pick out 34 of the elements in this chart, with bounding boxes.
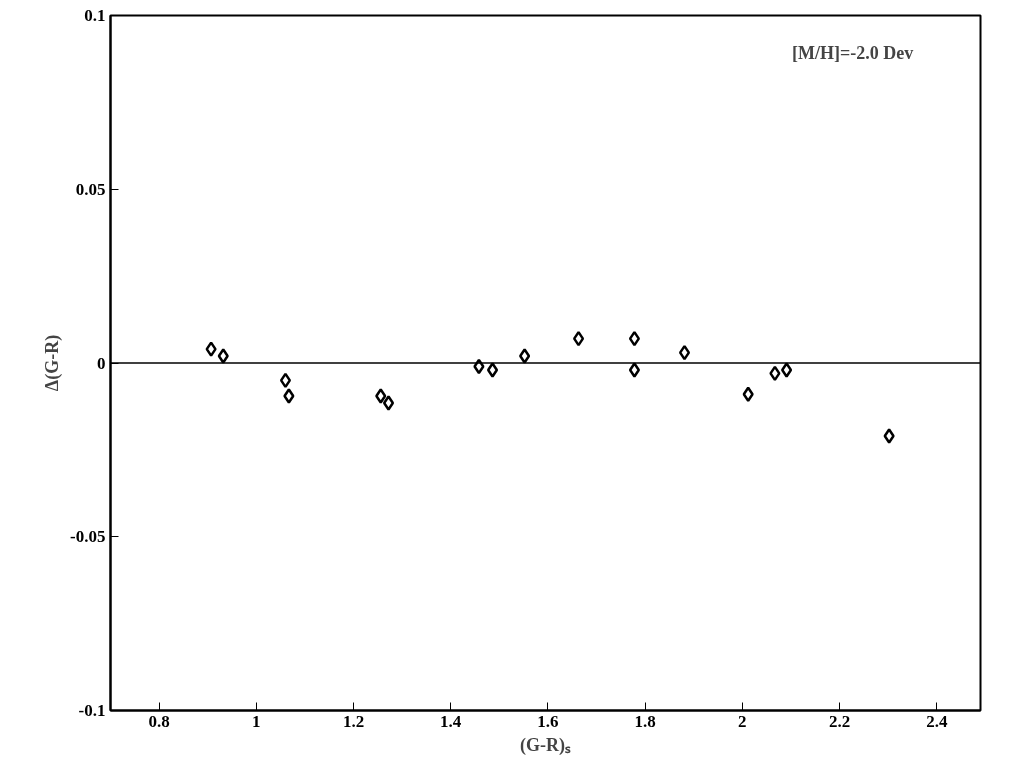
point: [279, 372, 292, 389]
x-tick-label: 1.8: [634, 711, 656, 731]
point: [742, 386, 754, 403]
annotation: [M/H]=-2.0 Dev: [791, 43, 914, 64]
point: [205, 341, 217, 357]
point: [375, 388, 387, 404]
point: [769, 365, 781, 382]
point: [628, 330, 641, 347]
x-tick-label: 2.4: [926, 711, 948, 731]
y-tick-label: 0.1: [84, 6, 106, 25]
point: [473, 358, 485, 375]
y-tick-label: 0: [97, 353, 106, 373]
point: [217, 348, 229, 364]
point: [382, 395, 395, 411]
point: [572, 330, 585, 347]
point: [678, 344, 691, 361]
y-tick-label: -0.1: [78, 701, 106, 720]
x-tick-label: 1.4: [440, 711, 462, 731]
x-tick-label: 1.2: [342, 711, 365, 731]
point: [628, 362, 641, 378]
point: [283, 388, 295, 404]
x-tick-label: 2.2: [828, 711, 851, 731]
point: [780, 362, 793, 378]
y-tick-label: 0.05: [75, 179, 106, 199]
x-tick-label: 0.8: [148, 711, 170, 731]
x-tick-label: 2: [738, 711, 747, 731]
x-tick-label: 1: [252, 711, 261, 731]
y-axis-title: Δ(G-R): [42, 334, 64, 392]
y-tick-label: -0.05: [70, 527, 106, 547]
x-axis-title: (G-R)ₛ: [520, 734, 571, 756]
x-tick-label: 1.6: [537, 711, 559, 731]
point: [486, 362, 499, 378]
point: [519, 348, 531, 364]
point: [883, 428, 895, 444]
